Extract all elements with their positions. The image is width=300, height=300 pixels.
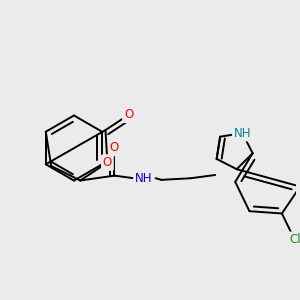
Text: O: O	[124, 108, 133, 122]
Text: O: O	[110, 142, 119, 154]
Text: O: O	[103, 156, 112, 169]
Text: NH: NH	[234, 127, 251, 140]
Text: NH: NH	[135, 172, 152, 185]
Text: Cl: Cl	[289, 233, 300, 246]
